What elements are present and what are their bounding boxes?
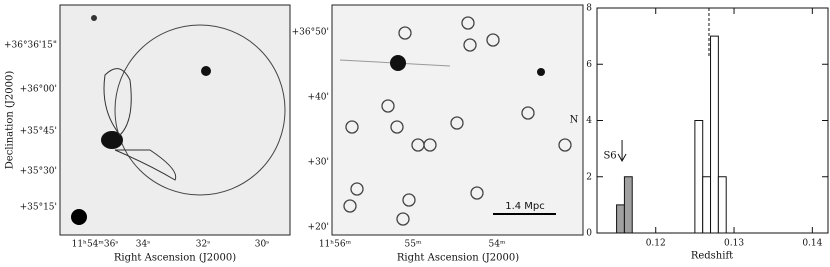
x-tick-label: 54ᵐ	[489, 240, 506, 250]
radio-source	[101, 131, 123, 149]
star	[91, 15, 97, 21]
y-tick-label: +36°00'	[20, 85, 57, 95]
galaxy-circles	[343, 16, 572, 226]
x-tick-label: 11ʰ56ᵐ	[319, 240, 352, 250]
y-axis-label: Declination (J2000)	[5, 71, 16, 170]
bright-star	[390, 55, 406, 71]
circle	[114, 24, 286, 196]
bar	[710, 35, 719, 234]
image-middle	[331, 4, 584, 236]
y-tick-label: +35°45'	[20, 127, 57, 137]
y-tick-label: 6	[586, 60, 592, 70]
x-axis-label: Right Ascension (J2000)	[397, 253, 519, 264]
x-tick-label: 55ᵐ	[405, 240, 422, 250]
x-tick-label: 0.14	[802, 239, 822, 249]
y-tick-label: 2	[586, 172, 592, 182]
y-tick-label: +20'	[308, 223, 329, 233]
x-tick-label: 0.12	[646, 239, 666, 249]
annotation: S6	[603, 151, 616, 162]
y-tick-label: 4	[586, 116, 592, 126]
y-axis-label: N	[570, 115, 579, 126]
y-tick-label: +36°36'15"	[4, 41, 57, 51]
scalebar-label: 1.4 Mpc	[505, 201, 545, 212]
y-tick-label: +30'	[308, 158, 329, 168]
contours	[103, 68, 177, 181]
beam	[71, 209, 87, 225]
bar	[702, 176, 712, 234]
x-tick-label: 32ˢ	[196, 240, 210, 250]
y-tick-label: 0	[586, 229, 592, 239]
x-axis-label: Redshift	[691, 251, 733, 262]
y-tick-label: +35°15'	[20, 203, 57, 213]
bar	[717, 176, 727, 234]
x-axis-label: Right Ascension (J2000)	[114, 253, 236, 264]
y-tick-label: +40'	[308, 93, 329, 103]
y-tick-label: +36°50'	[292, 28, 329, 38]
bar	[623, 176, 633, 234]
x-tick-label: 30ˢ	[255, 240, 269, 250]
image-left	[59, 4, 291, 236]
x-tick-label: 0.13	[724, 239, 744, 249]
star	[537, 68, 545, 76]
x-tick-label: 34ˢ	[136, 240, 150, 250]
x-tick-label: 11ʰ54ᵐ36ˢ	[72, 240, 119, 250]
bar	[694, 120, 704, 234]
star	[201, 66, 211, 76]
bar	[616, 204, 625, 234]
y-tick-label: 8	[586, 4, 592, 14]
arrow-head	[617, 153, 627, 163]
y-tick-label: +35°30'	[20, 167, 57, 177]
